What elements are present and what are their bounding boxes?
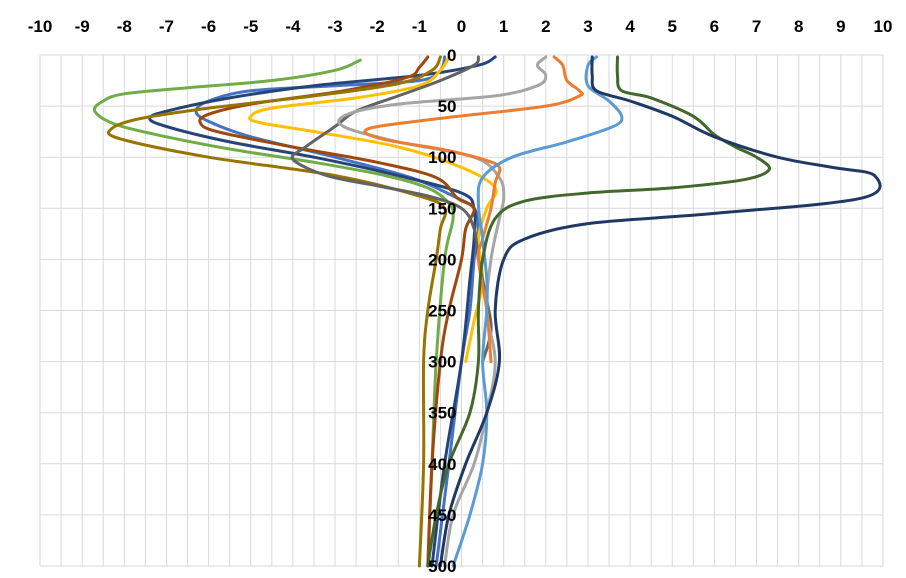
x-tick-label: -9 — [75, 17, 90, 36]
x-tick-label: -2 — [370, 17, 385, 36]
y-tick-labels: 0 50 100 150 200 250 300 350 400 450 500 — [428, 46, 456, 576]
x-tick-label: -4 — [285, 17, 301, 36]
y-tick-label: 350 — [428, 404, 456, 423]
x-tick-label: -8 — [117, 17, 132, 36]
x-tick-label: 3 — [583, 17, 592, 36]
y-tick-label: 150 — [428, 199, 456, 218]
x-tick-label: -7 — [159, 17, 174, 36]
x-tick-label: 10 — [874, 17, 893, 36]
grid — [39, 54, 884, 567]
series-line-11 — [426, 55, 771, 568]
y-tick-label: 50 — [438, 97, 457, 116]
x-tick-label: 7 — [752, 17, 761, 36]
y-tick-label: 250 — [428, 302, 456, 321]
y-tick-label: 400 — [428, 455, 456, 474]
x-tick-label: 5 — [668, 17, 677, 36]
y-tick-label: 100 — [428, 148, 456, 167]
x-tick-label: 8 — [794, 17, 803, 36]
x-tick-labels: -10 -9 -8 -7 -6 -5 -4 -3 -2 -1 0 1 2 3 4 5 6 7 8 9 10 — [28, 17, 893, 36]
x-tick-label: -1 — [412, 17, 427, 36]
x-tick-label: 9 — [836, 17, 845, 36]
y-tick-label: 200 — [428, 250, 456, 269]
x-tick-label: -10 — [28, 17, 53, 36]
series-line-12 — [438, 55, 882, 568]
series-line-4 — [248, 55, 498, 364]
series-line-6 — [106, 55, 448, 568]
x-tick-label: -6 — [201, 17, 216, 36]
x-tick-label: 1 — [499, 17, 508, 36]
series-layer — [92, 55, 882, 568]
y-tick-label: 0 — [447, 46, 456, 65]
series-line-3 — [148, 55, 497, 568]
x-tick-label: 2 — [541, 17, 550, 36]
x-tick-label: 4 — [625, 17, 635, 36]
x-tick-label: -3 — [327, 17, 342, 36]
x-tick-label: 6 — [710, 17, 719, 36]
x-tick-label: 0 — [457, 17, 466, 36]
y-tick-label: 300 — [428, 353, 456, 372]
y-tick-label: 450 — [428, 506, 456, 525]
series-line-1 — [92, 58, 455, 568]
series-line-2 — [194, 55, 480, 568]
y-tick-label: 500 — [428, 557, 456, 576]
x-tick-label: -5 — [243, 17, 258, 36]
